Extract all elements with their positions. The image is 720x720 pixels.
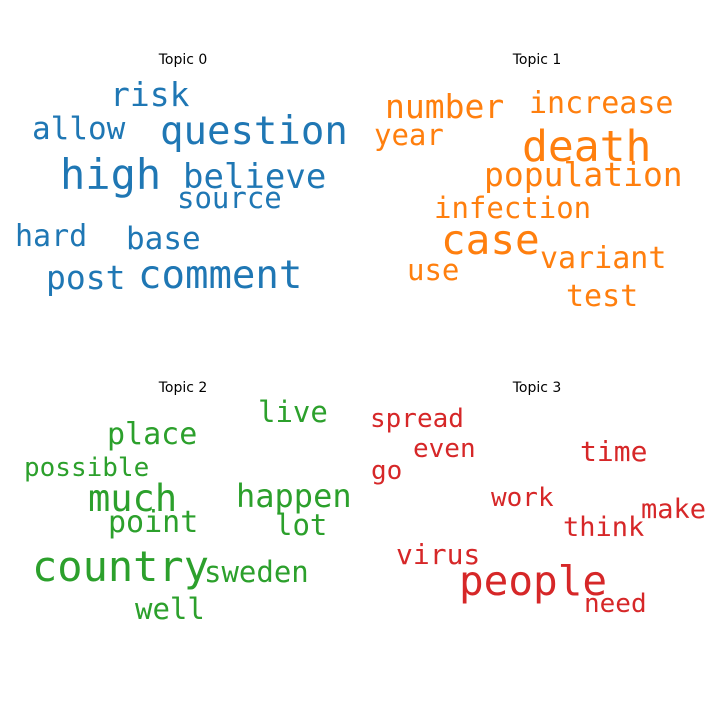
panel-title-topic-3: Topic 3 xyxy=(512,380,562,396)
word-use: use xyxy=(407,253,460,287)
word-well: well xyxy=(135,592,205,626)
word-high: high xyxy=(60,150,162,199)
word-post: post xyxy=(46,258,126,297)
word-lot: lot xyxy=(275,508,328,542)
word-population: population xyxy=(484,155,683,194)
word-make: make xyxy=(641,494,707,525)
panel-title-topic-0: Topic 0 xyxy=(158,52,208,68)
word-believe: believe xyxy=(183,157,327,197)
word-risk: risk xyxy=(110,75,190,114)
word-much: much xyxy=(88,477,178,520)
panel-title-topic-2: Topic 2 xyxy=(158,380,208,396)
word-country: country xyxy=(32,542,210,591)
word-allow: allow xyxy=(32,111,126,147)
word-spread: spread xyxy=(370,404,464,434)
word-need: need xyxy=(584,589,647,619)
word-think: think xyxy=(563,512,645,543)
word-even: even xyxy=(413,434,476,464)
word-point: point xyxy=(108,505,199,540)
word-live: live xyxy=(258,395,328,429)
word-place: place xyxy=(107,417,198,452)
panel-title-topic-1: Topic 1 xyxy=(512,52,562,68)
word-test: test xyxy=(566,279,639,314)
word-death: death xyxy=(522,122,652,172)
word-sweden: sweden xyxy=(204,555,309,589)
word-year: year xyxy=(374,118,444,152)
word-people: people xyxy=(459,557,608,605)
word-question: question xyxy=(160,109,348,154)
word-work: work xyxy=(491,483,554,513)
word-time: time xyxy=(580,435,648,468)
word-virus: virus xyxy=(396,538,481,571)
word-hard: hard xyxy=(15,219,88,254)
word-variant: variant xyxy=(540,241,667,276)
word-infection: infection xyxy=(434,191,592,225)
word-possible: possible xyxy=(24,453,150,483)
word-source: source xyxy=(177,181,282,215)
word-number: number xyxy=(385,87,505,126)
word-base: base xyxy=(126,221,201,257)
word-go: go xyxy=(371,456,403,486)
word-comment: comment xyxy=(138,253,303,298)
word-increase: increase xyxy=(529,86,674,121)
word-case: case xyxy=(441,216,540,264)
word-happen: happen xyxy=(236,477,352,515)
